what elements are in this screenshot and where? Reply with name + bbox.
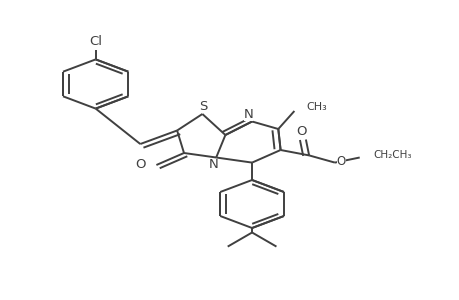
Text: O: O <box>135 158 145 171</box>
Text: O: O <box>336 155 345 168</box>
Text: O: O <box>296 124 306 138</box>
Text: S: S <box>199 100 207 113</box>
Text: N: N <box>208 158 218 172</box>
Text: CH₂CH₃: CH₂CH₃ <box>373 150 411 160</box>
Text: Cl: Cl <box>89 35 102 48</box>
Text: CH₃: CH₃ <box>305 102 326 112</box>
Text: N: N <box>243 107 253 121</box>
